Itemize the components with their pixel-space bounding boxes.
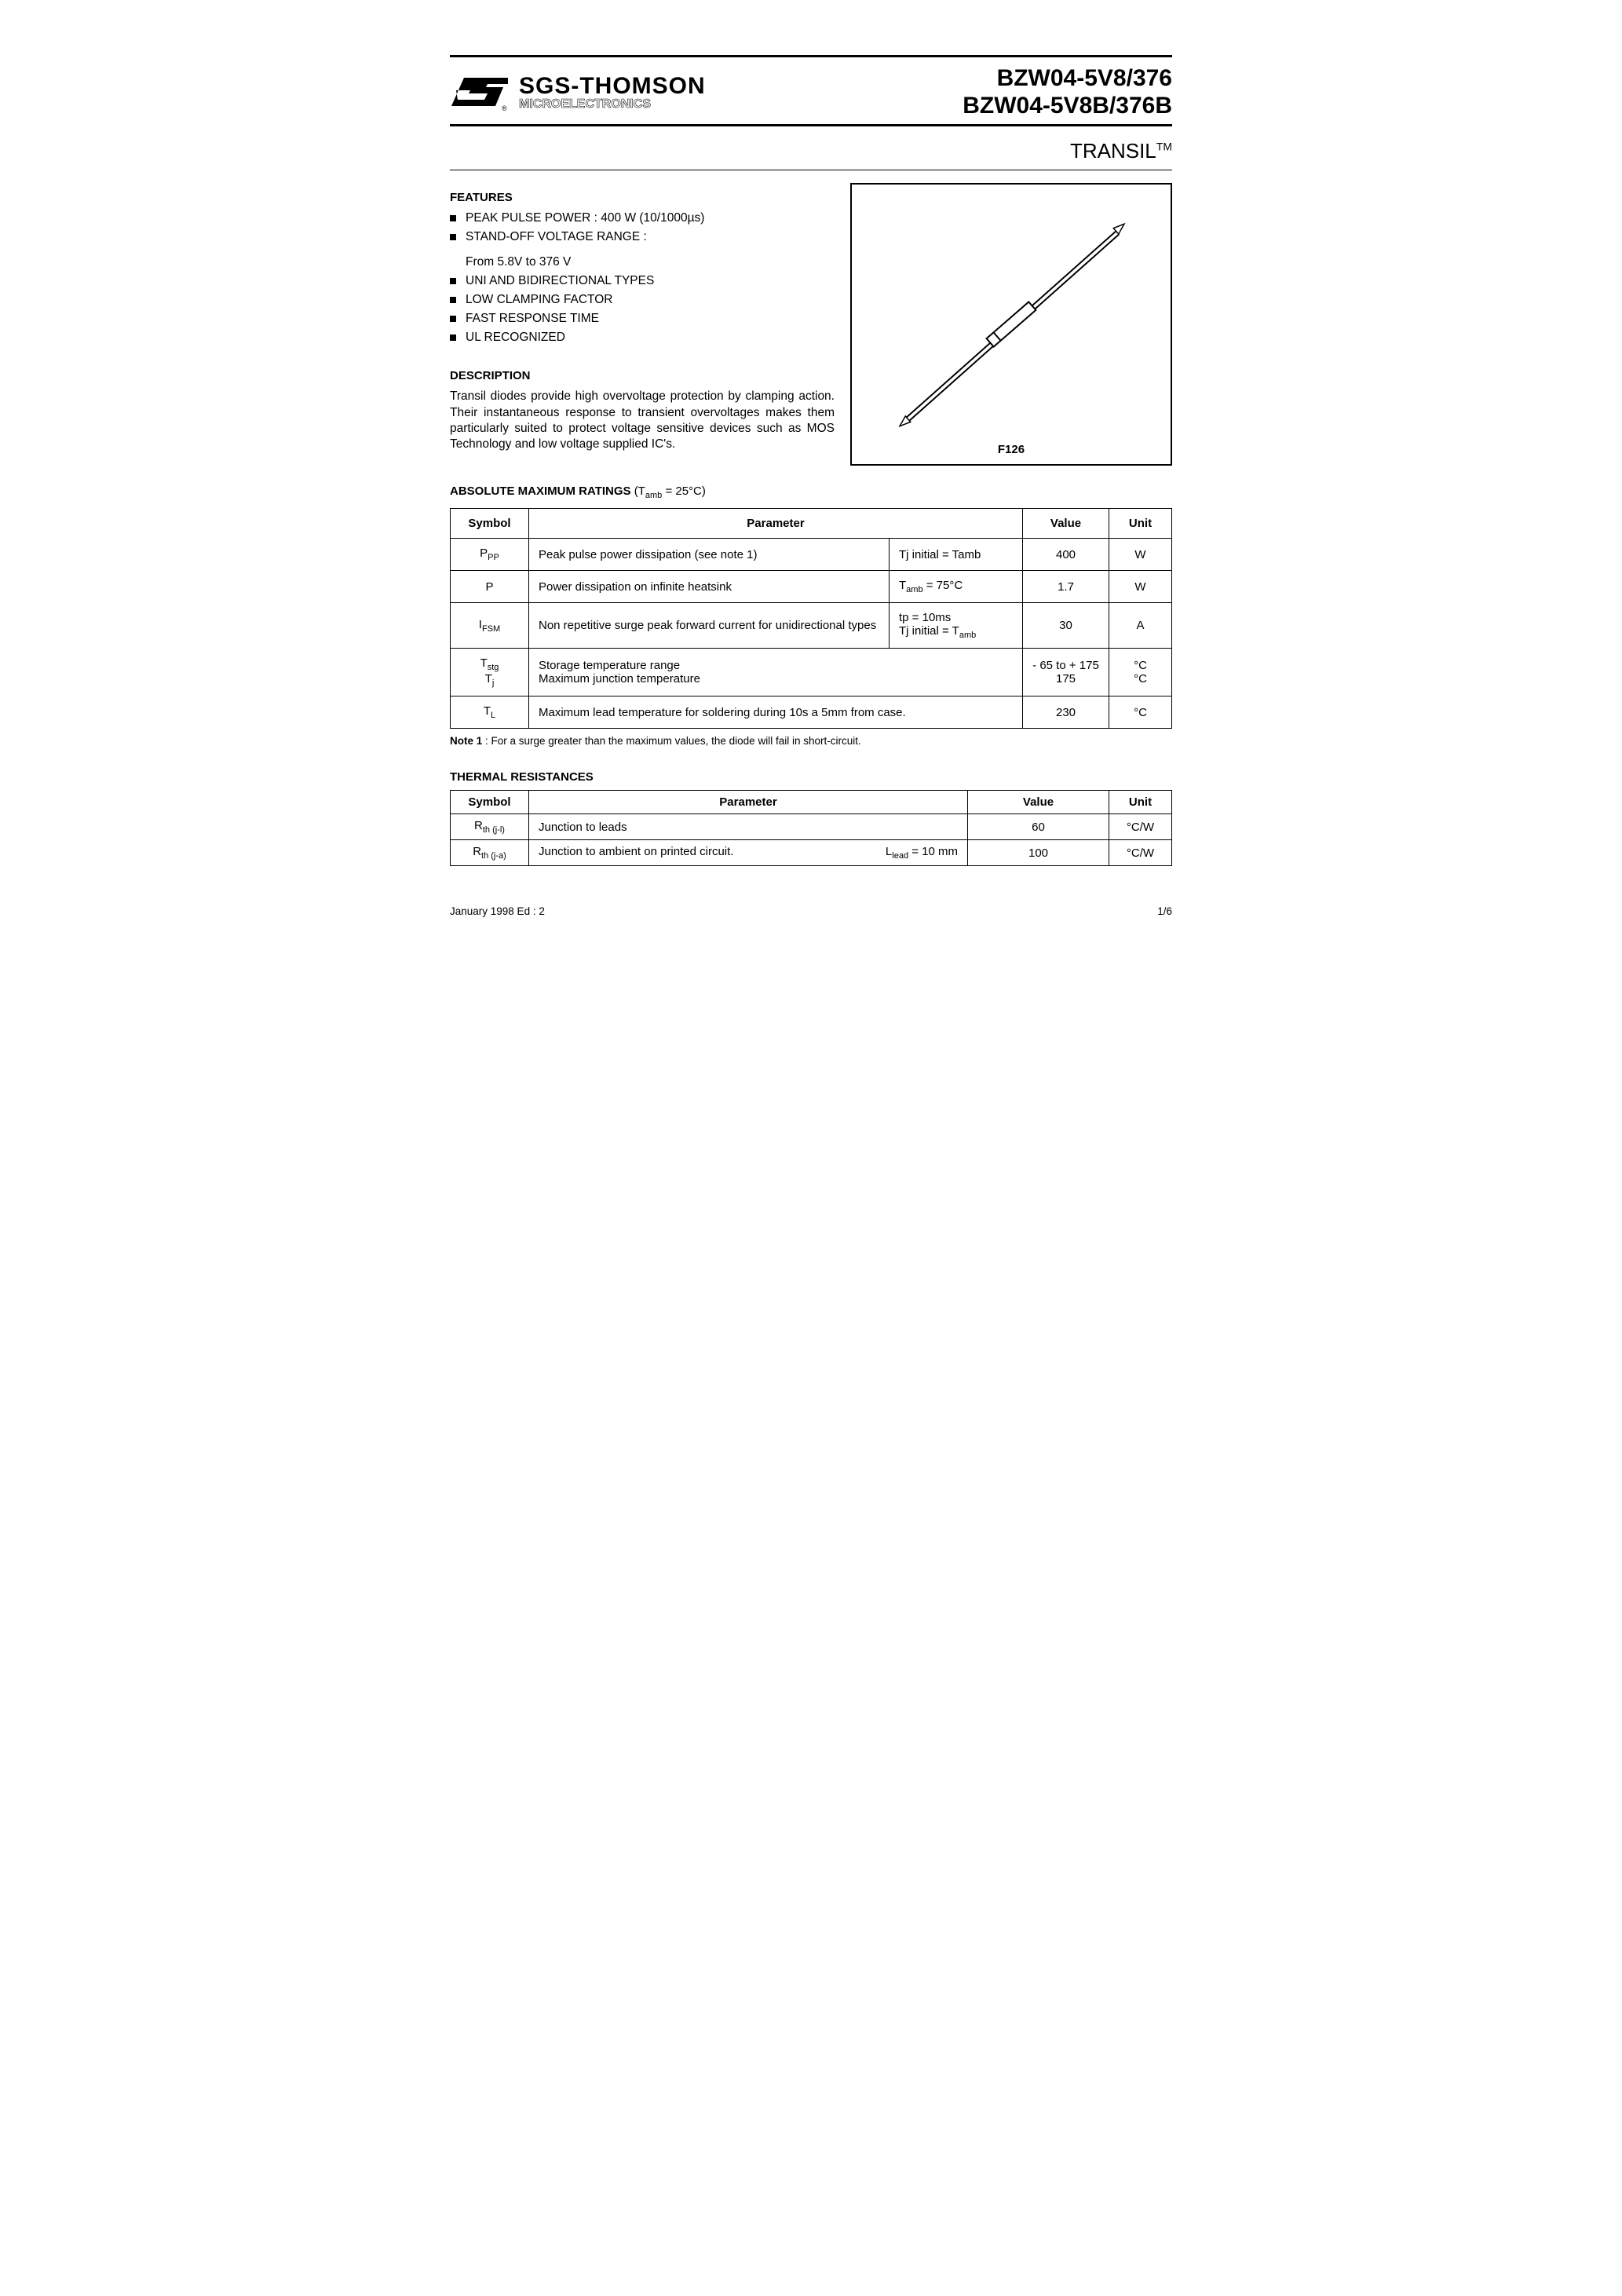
- description-heading: DESCRIPTION: [450, 369, 835, 382]
- table-row: IFSM Non repetitive surge peak forward c…: [451, 603, 1172, 649]
- title-line1: BZW04-5V8/376: [963, 65, 1172, 93]
- value-cell: 230: [1023, 696, 1109, 729]
- param-cell: Non repetitive surge peak forward curren…: [529, 603, 890, 649]
- datasheet-page: ® SGS-THOMSON MICROELECTRONICS BZW04-5V8…: [450, 55, 1172, 917]
- cond-cell: Tamb = 75°C: [890, 571, 1023, 603]
- unit-cell: W: [1109, 539, 1172, 571]
- left-column: FEATURES PEAK PULSE POWER : 400 W (10/10…: [450, 183, 835, 466]
- page-footer: January 1998 Ed : 2 1/6: [450, 905, 1172, 917]
- col-parameter: Parameter: [529, 791, 968, 814]
- feature-item: PEAK PULSE POWER : 400 W (10/1000µs): [450, 210, 835, 227]
- value-cell: - 65 to + 175175: [1023, 649, 1109, 696]
- st-logo-icon: ®: [450, 73, 511, 112]
- value-cell: 30: [1023, 603, 1109, 649]
- col-unit: Unit: [1109, 509, 1172, 539]
- description-text: Transil diodes provide high overvoltage …: [450, 389, 835, 452]
- param-right: Llead = 10 mm: [886, 845, 958, 861]
- table-row: TstgTj Storage temperature rangeMaximum …: [451, 649, 1172, 696]
- unit-cell: °C/W: [1109, 840, 1172, 866]
- subtitle-text: TRANSIL: [1070, 139, 1156, 163]
- col-unit: Unit: [1109, 791, 1172, 814]
- features-list-cont: UNI AND BIDIRECTIONAL TYPES LOW CLAMPING…: [450, 273, 835, 346]
- ratings-condition: (Tamb = 25°C): [631, 484, 706, 498]
- note-label: Note 1: [450, 735, 482, 747]
- features-list: PEAK PULSE POWER : 400 W (10/1000µs) STA…: [450, 210, 835, 246]
- footer-left: January 1998 Ed : 2: [450, 905, 545, 917]
- feature-item: STAND-OFF VOLTAGE RANGE :: [450, 229, 835, 246]
- table-row: TL Maximum lead temperature for solderin…: [451, 696, 1172, 729]
- unit-cell: A: [1109, 603, 1172, 649]
- value-cell: 60: [968, 814, 1109, 840]
- ratings-heading: ABSOLUTE MAXIMUM RATINGS (Tamb = 25°C): [450, 484, 1172, 500]
- table-header-row: Symbol Parameter Value Unit: [451, 509, 1172, 539]
- logo-text: SGS-THOMSON MICROELECTRONICS: [519, 75, 706, 111]
- note-text: : For a surge greater than the maximum v…: [482, 735, 860, 747]
- value-cell: 1.7: [1023, 571, 1109, 603]
- rule-top-thick: [450, 55, 1172, 57]
- top-content: FEATURES PEAK PULSE POWER : 400 W (10/10…: [450, 183, 1172, 466]
- product-family: TRANSILTM: [450, 128, 1172, 170]
- table-row: Rth (j-l) Junction to leads 60 °C/W: [451, 814, 1172, 840]
- param-cell: Maximum lead temperature for soldering d…: [529, 696, 1023, 729]
- feature-item: FAST RESPONSE TIME: [450, 311, 835, 327]
- logo-line1: SGS-THOMSON: [519, 75, 706, 98]
- thermal-heading: THERMAL RESISTANCES: [450, 770, 1172, 784]
- unit-cell: °C/W: [1109, 814, 1172, 840]
- symbol-cell: IFSM: [451, 603, 529, 649]
- symbol-cell: P: [451, 571, 529, 603]
- feature-item: LOW CLAMPING FACTOR: [450, 292, 835, 309]
- param-cell: Peak pulse power dissipation (see note 1…: [529, 539, 890, 571]
- part-number-title: BZW04-5V8/376 BZW04-5V8B/376B: [963, 65, 1172, 119]
- ratings-heading-text: ABSOLUTE MAXIMUM RATINGS: [450, 484, 631, 498]
- unit-cell: °C°C: [1109, 649, 1172, 696]
- symbol-cell: TL: [451, 696, 529, 729]
- diode-drawing-icon: [852, 185, 1171, 464]
- unit-cell: °C: [1109, 696, 1172, 729]
- symbol-cell: TstgTj: [451, 649, 529, 696]
- symbol-cell: Rth (j-l): [451, 814, 529, 840]
- col-symbol: Symbol: [451, 791, 529, 814]
- ratings-note: Note 1 : For a surge greater than the ma…: [450, 735, 1172, 747]
- value-cell: 400: [1023, 539, 1109, 571]
- col-symbol: Symbol: [451, 509, 529, 539]
- ratings-table: Symbol Parameter Value Unit PPP Peak pul…: [450, 508, 1172, 729]
- unit-cell: W: [1109, 571, 1172, 603]
- cond-cell: tp = 10msTj initial = Tamb: [890, 603, 1023, 649]
- title-line2: BZW04-5V8B/376B: [963, 93, 1172, 120]
- param-cell: Power dissipation on infinite heatsink: [529, 571, 890, 603]
- symbol-cell: PPP: [451, 539, 529, 571]
- col-parameter: Parameter: [529, 509, 1023, 539]
- col-value: Value: [1023, 509, 1109, 539]
- thermal-table: Symbol Parameter Value Unit Rth (j-l) Ju…: [450, 790, 1172, 866]
- feature-item: UNI AND BIDIRECTIONAL TYPES: [450, 273, 835, 290]
- col-value: Value: [968, 791, 1109, 814]
- param-cell: Storage temperature rangeMaximum junctio…: [529, 649, 1023, 696]
- feature-subline: From 5.8V to 376 V: [450, 254, 835, 271]
- param-cell: Junction to leads: [529, 814, 968, 840]
- rule-mid-thick: [450, 124, 1172, 126]
- table-row: Rth (j-a) Junction to ambient on printed…: [451, 840, 1172, 866]
- figure-label: F126: [998, 443, 1025, 456]
- table-row: PPP Peak pulse power dissipation (see no…: [451, 539, 1172, 571]
- package-figure: F126: [850, 183, 1172, 466]
- table-row: P Power dissipation on infinite heatsink…: [451, 571, 1172, 603]
- features-heading: FEATURES: [450, 191, 835, 204]
- symbol-cell: Rth (j-a): [451, 840, 529, 866]
- svg-text:®: ®: [502, 104, 507, 112]
- logo-line2: MICROELECTRONICS: [519, 98, 706, 111]
- param-cell: Junction to ambient on printed circuit. …: [529, 840, 968, 866]
- footer-right: 1/6: [1157, 905, 1172, 917]
- cond-cell: Tj initial = Tamb: [890, 539, 1023, 571]
- param-left: Junction to ambient on printed circuit.: [539, 845, 733, 861]
- right-column: F126: [850, 183, 1172, 466]
- trademark: TM: [1156, 140, 1172, 152]
- value-cell: 100: [968, 840, 1109, 866]
- feature-item: UL RECOGNIZED: [450, 330, 835, 346]
- table-header-row: Symbol Parameter Value Unit: [451, 791, 1172, 814]
- header-block: ® SGS-THOMSON MICROELECTRONICS BZW04-5V8…: [450, 59, 1172, 124]
- logo-column: ® SGS-THOMSON MICROELECTRONICS: [450, 73, 963, 112]
